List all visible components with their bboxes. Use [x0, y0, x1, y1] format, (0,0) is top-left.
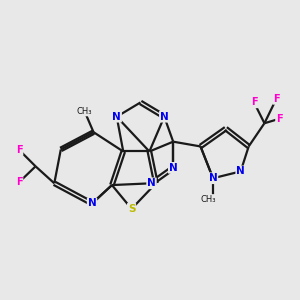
Text: F: F — [251, 98, 257, 107]
Text: N: N — [208, 173, 217, 183]
Text: F: F — [276, 114, 283, 124]
Text: F: F — [16, 145, 22, 155]
Text: N: N — [88, 199, 96, 208]
Text: S: S — [128, 204, 135, 214]
Text: CH₃: CH₃ — [77, 107, 92, 116]
Text: N: N — [160, 112, 169, 122]
Text: F: F — [273, 94, 280, 104]
Text: CH₃: CH₃ — [201, 194, 216, 203]
Text: N: N — [147, 178, 156, 188]
Text: N: N — [112, 112, 121, 122]
Text: N: N — [236, 167, 245, 176]
Text: F: F — [16, 177, 22, 187]
Text: N: N — [169, 163, 178, 173]
